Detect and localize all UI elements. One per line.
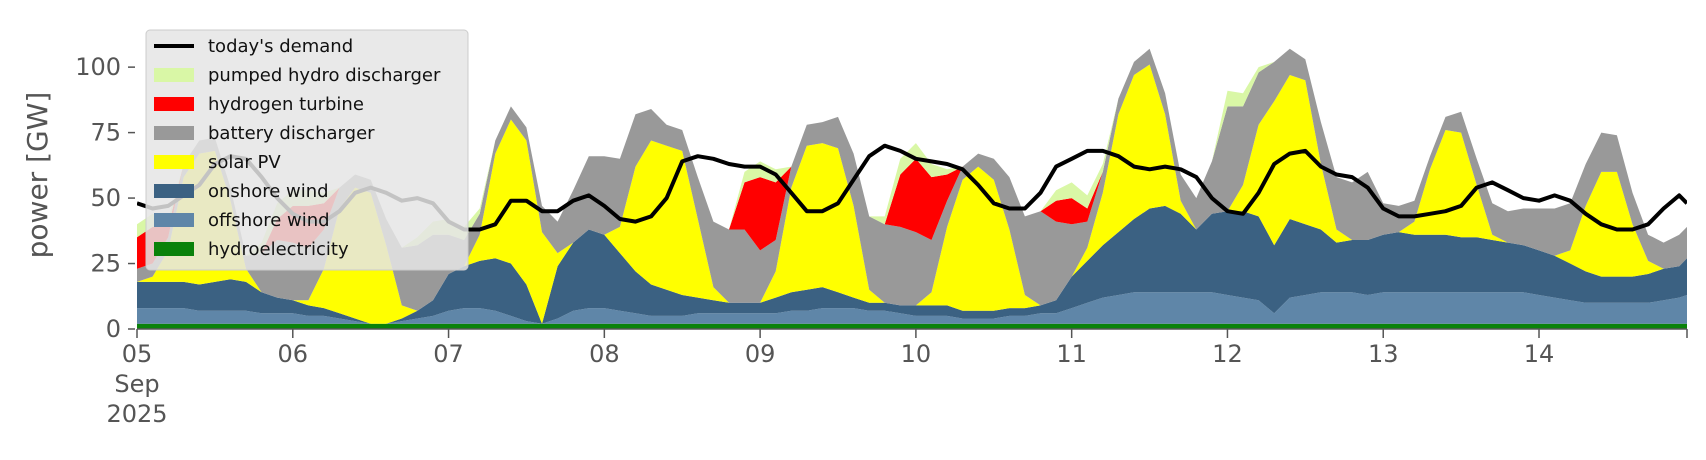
legend-swatch-pumped-hydro-discharger: [154, 68, 194, 82]
legend-swatch-hydrogen-turbine: [154, 97, 194, 111]
x-tick-label: 07: [433, 340, 464, 368]
legend-label-hydroelectricity: hydroelectricity: [208, 239, 349, 260]
y-tick-label: 50: [90, 184, 121, 212]
legend-label-today-s-demand: today's demand: [208, 36, 353, 57]
legend-swatch-battery-discharger: [154, 126, 194, 140]
y-tick-label: 25: [90, 250, 121, 278]
legend-label-hydrogen-turbine: hydrogen turbine: [208, 94, 364, 115]
y-axis-label: power [GW]: [21, 92, 54, 259]
legend-label-offshore-wind: offshore wind: [208, 210, 330, 231]
x-tick-label: 10: [901, 340, 932, 368]
area-pumped-hydro-discharger: [137, 48, 1687, 256]
area-solar-pv: [137, 64, 1687, 324]
x-tick-label: 11: [1056, 340, 1087, 368]
legend-label-battery-discharger: battery discharger: [208, 123, 375, 144]
x-tick-sublabel: 2025: [106, 400, 167, 428]
area-onshore-wind: [137, 205, 1687, 324]
x-tick-label: 12: [1212, 340, 1243, 368]
y-tick-label: 0: [106, 315, 121, 343]
x-tick-sublabel: Sep: [114, 370, 159, 398]
x-tick-label: 08: [589, 340, 620, 368]
x-tick-label: 14: [1524, 340, 1555, 368]
legend-swatch-offshore-wind: [154, 213, 194, 227]
y-tick-label: 75: [90, 119, 121, 147]
area-hydroelectricity: [137, 323, 1687, 329]
area-hydrogen-turbine: [137, 48, 1687, 269]
legend-label-solar-pv: solar PV: [208, 152, 281, 173]
area-battery-discharger: [137, 48, 1687, 311]
legend-swatch-solar-pv: [154, 155, 194, 169]
x-tick-label: 05: [122, 340, 153, 368]
x-tick-label: 13: [1368, 340, 1399, 368]
x-tick-label: 06: [278, 340, 309, 368]
legend: today's demand pumped hydro discharger hyd…: [145, 29, 469, 271]
legend-label-pumped-hydro-discharger: pumped hydro discharger: [208, 65, 441, 86]
legend-swatch-onshore-wind: [154, 184, 194, 198]
y-tick-label: 100: [75, 53, 121, 81]
stacked-areas: [137, 48, 1687, 329]
legend-box: [145, 29, 469, 271]
legend-label-onshore-wind: onshore wind: [208, 181, 329, 202]
legend-swatch-hydroelectricity: [154, 242, 194, 256]
x-tick-label: 09: [745, 340, 776, 368]
area-offshore-wind: [137, 292, 1687, 324]
